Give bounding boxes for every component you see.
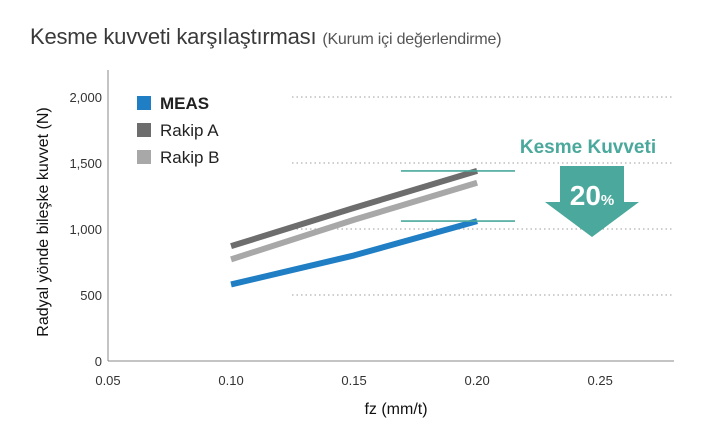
series-lines [230,168,478,288]
grid-lines [292,96,674,296]
series-line-rakip-a [230,168,478,250]
series-line-meas [230,218,478,288]
callout-label: Kesme Kuvveti [520,137,656,158]
legend-label: MEAS [160,94,209,113]
series-line-rakip-b [230,179,478,263]
tick-labels: 0 500 1,000 1,500 2,000 0.05 0.10 0.15 0.20 0.25 [69,90,612,388]
legend-swatch [137,150,151,164]
x-tick-label: 0.25 [588,373,613,388]
legend-swatch [137,123,151,137]
chart-title: Kesme kuvveti karşılaştırması (Kurum içi… [30,24,502,50]
x-tick-label: 0.15 [341,373,366,388]
x-tick-label: 0.05 [95,373,120,388]
chart-title-main: Kesme kuvveti karşılaştırması [30,24,317,49]
legend-label: Rakip B [160,148,220,167]
callout-percent: 20% [570,180,615,211]
reduction-callout: Kesme Kuvveti 20% [401,137,656,237]
x-axis-label: fz (mm/t) [364,401,427,418]
y-tick-label: 0 [95,354,102,369]
y-tick-label: 1,000 [69,222,102,237]
chart-subtitle: (Kurum içi değerlendirme) [322,31,502,48]
legend-swatch [137,96,151,110]
y-tick-label: 1,500 [69,156,102,171]
y-axis-label: Radyal yönde bileşke kuvvet (N) [35,107,52,336]
y-tick-label: 500 [80,288,102,303]
x-tick-label: 0.10 [218,373,243,388]
x-tick-label: 0.20 [464,373,489,388]
legend-label: Rakip A [160,121,219,140]
legend: MEAS Rakip A Rakip B [137,94,220,167]
down-arrow-icon [545,166,639,237]
y-tick-label: 2,000 [69,90,102,105]
